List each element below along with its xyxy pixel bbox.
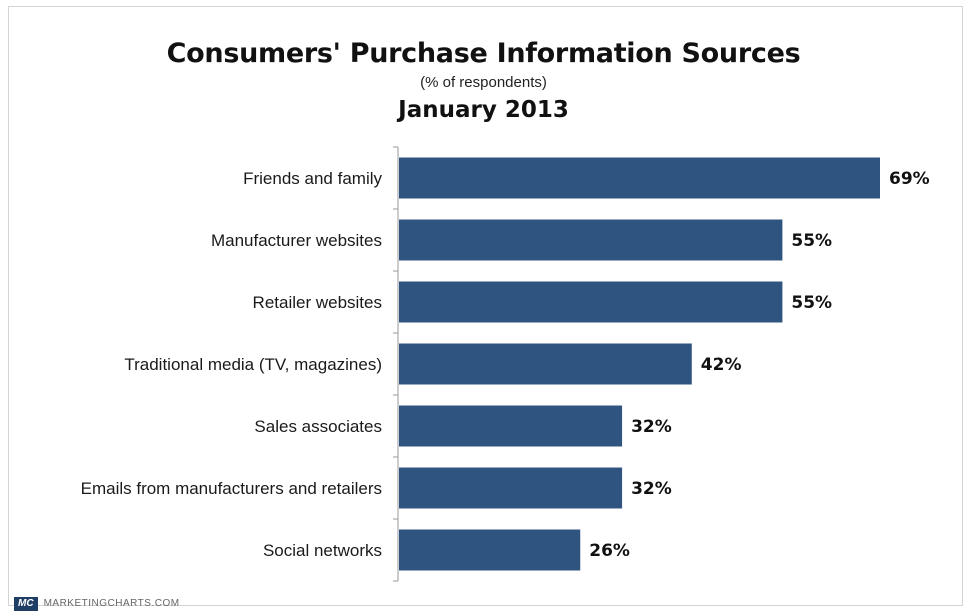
value-label: 42% <box>701 355 742 375</box>
chart-subtitle: (% of respondents) <box>420 74 547 91</box>
value-label: 26% <box>589 541 630 561</box>
category-label: Friends and family <box>243 169 382 188</box>
bar <box>399 405 623 447</box>
value-label: 32% <box>631 417 672 437</box>
category-label: Traditional media (TV, magazines) <box>124 355 382 374</box>
value-label: 69% <box>889 169 930 189</box>
value-label: 55% <box>791 231 832 251</box>
category-label: Retailer websites <box>253 293 382 312</box>
category-label: Emails from manufacturers and retailers <box>81 479 382 498</box>
source-label: MARKETINGCHARTS.COM <box>43 598 180 609</box>
value-label: 32% <box>631 479 672 499</box>
chart-date: January 2013 <box>398 97 569 123</box>
bar <box>399 157 880 199</box>
bar <box>399 529 581 571</box>
bar <box>399 219 783 261</box>
value-label: 55% <box>791 293 832 313</box>
bar <box>399 343 692 385</box>
category-label: Manufacturer websites <box>211 231 382 250</box>
chart-title: Consumers' Purchase Information Sources <box>166 38 801 69</box>
category-label: Social networks <box>263 541 382 560</box>
footer: MC MARKETINGCHARTS.COM <box>14 596 180 611</box>
bar <box>399 281 783 323</box>
bar <box>399 467 623 509</box>
category-label: Sales associates <box>254 417 382 436</box>
marketingcharts-logo: MC <box>14 596 38 611</box>
